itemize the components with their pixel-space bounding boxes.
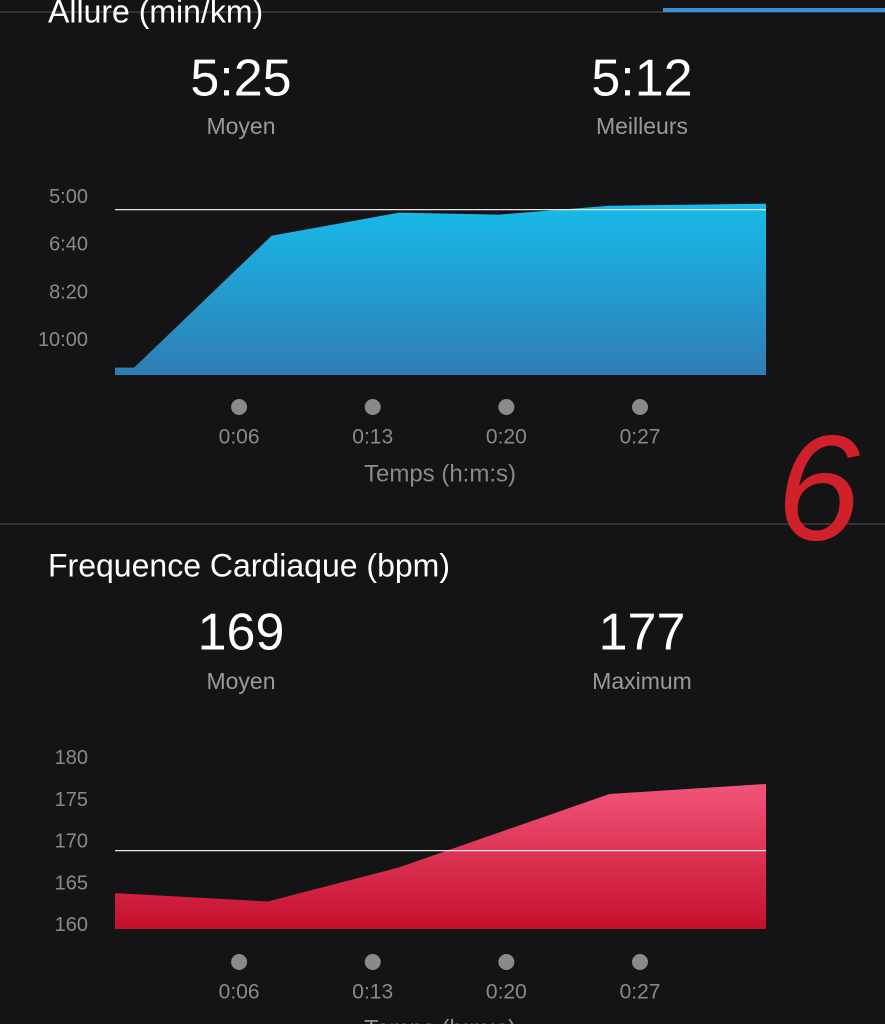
x-tick-dot <box>231 954 248 970</box>
y-tick-label: 170 <box>55 831 88 853</box>
y-tick-label: 6:40 <box>49 234 88 256</box>
x-tick-dot <box>231 399 248 415</box>
y-tick-label: 5:00 <box>49 186 88 208</box>
stat-value: 177 <box>599 604 686 662</box>
x-tick-label: 0:06 <box>219 981 260 1004</box>
area <box>115 783 766 929</box>
x-tick-dot <box>498 399 515 415</box>
stat-label: Moyen <box>206 668 275 694</box>
y-tick-label: 165 <box>55 872 88 894</box>
x-tick-dot <box>364 954 381 970</box>
x-axis-label: Temps (h:m:s) <box>364 460 516 487</box>
stat-value: 5:25 <box>190 50 291 108</box>
x-tick-label: 0:13 <box>352 981 393 1004</box>
stat-label: Meilleurs <box>596 113 688 139</box>
x-tick-label: 0:06 <box>219 426 260 449</box>
stat-value: 169 <box>198 604 285 662</box>
x-tick-label: 0:20 <box>486 981 527 1004</box>
x-tick-dot <box>632 954 648 970</box>
stat-label: Maximum <box>592 668 692 694</box>
area <box>115 203 766 375</box>
stat-value: 5:12 <box>591 50 692 108</box>
y-tick-label: 180 <box>55 747 88 769</box>
x-tick-dot <box>632 399 648 415</box>
section-title: Allure (min/km) <box>48 0 263 29</box>
y-tick-label: 175 <box>55 789 88 811</box>
y-tick-label: 10:00 <box>38 329 88 351</box>
x-tick-label: 0:20 <box>486 426 527 449</box>
y-tick-label: 8:20 <box>49 281 88 303</box>
x-tick-dot <box>498 954 515 970</box>
y-tick-label: 160 <box>55 914 88 936</box>
stat-label: Moyen <box>206 113 275 139</box>
x-tick-label: 0:27 <box>620 426 661 449</box>
x-axis-label: Temps (h:m:s) <box>364 1015 516 1024</box>
x-tick-label: 0:27 <box>620 981 661 1004</box>
x-tick-dot <box>364 399 381 415</box>
tab-indicator <box>663 8 885 12</box>
x-tick-label: 0:13 <box>352 426 393 449</box>
handwritten-annotation: 6 <box>777 404 861 572</box>
section-title: Frequence Cardiaque (bpm) <box>48 547 450 583</box>
